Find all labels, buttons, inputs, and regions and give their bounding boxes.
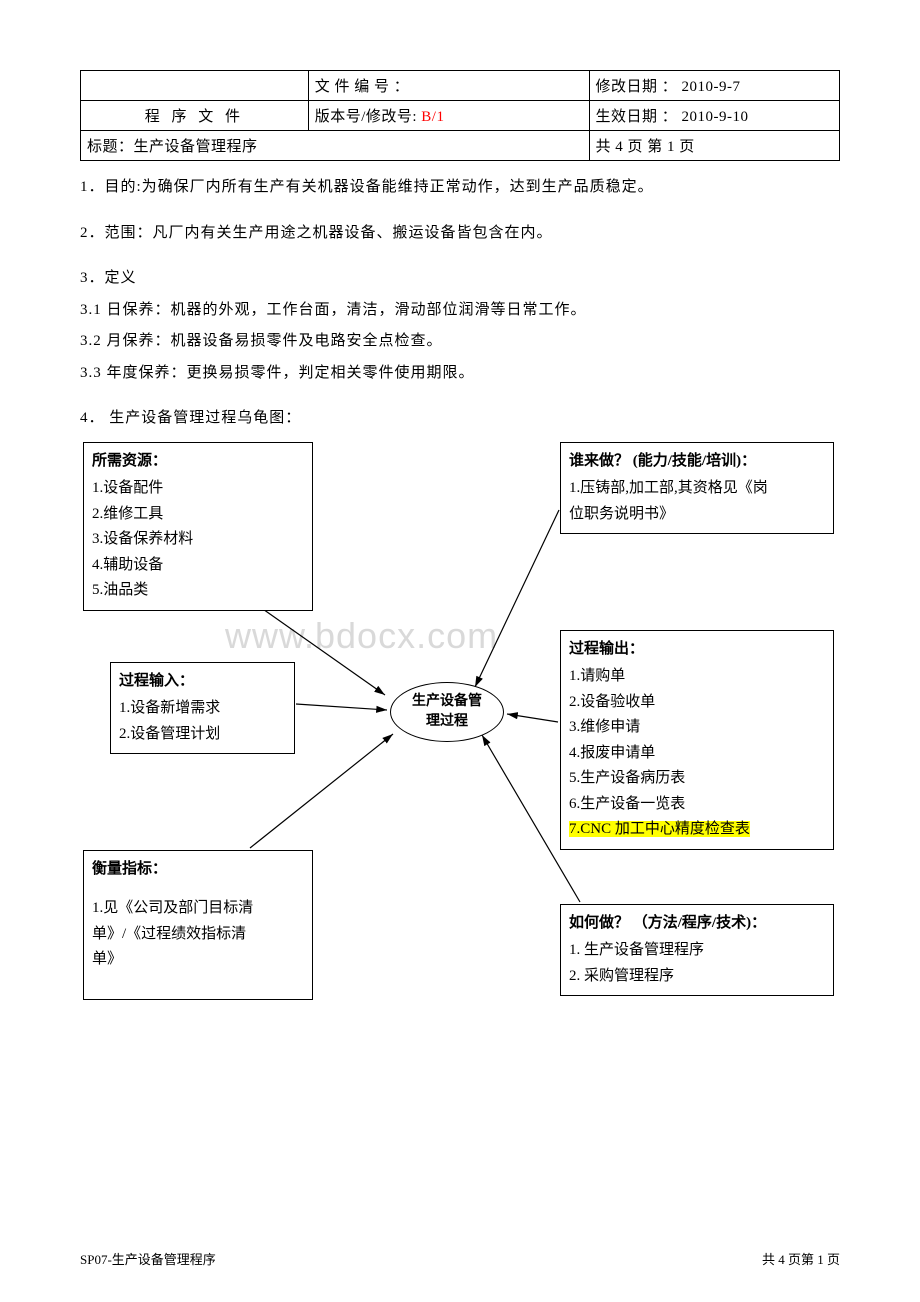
box-metric: 衡量指标： 1.见《公司及部门目标清 单》/《过程绩效指标清 单》 bbox=[83, 850, 313, 1000]
hdr-title: 标题：生产设备管理程序 bbox=[81, 131, 590, 161]
rev-date-value: 2010-9-7 bbox=[682, 79, 741, 95]
hdr-r1c3: 修改日期 ： 2010-9-7 bbox=[589, 71, 839, 101]
hdr-r2c1: 程 序 文 件 bbox=[81, 101, 309, 131]
box-item: 3.维修申请 bbox=[569, 715, 825, 741]
box-title: 谁来做？ (能力/技能/培训)： bbox=[569, 449, 825, 475]
version-label: 版本号/修改号: bbox=[315, 109, 422, 125]
box-title: 衡量指标： bbox=[92, 857, 304, 883]
para-scope: 2．范围：凡厂内有关生产用途之机器设备、搬运设备皆包含在内。 bbox=[80, 221, 840, 247]
para-def-head: 3．定义 bbox=[80, 266, 840, 292]
box-item: 单》/《过程绩效指标清 bbox=[92, 922, 304, 948]
page-footer: SP07-生产设备管理程序 共 4 页第 1 页 bbox=[80, 1249, 840, 1268]
box-item: 1.请购单 bbox=[569, 664, 825, 690]
box-input: 过程输入：1.设备新增需求2.设备管理计划 bbox=[110, 662, 295, 755]
box-item: 5.生产设备病历表 bbox=[569, 766, 825, 792]
box-resources: 所需资源：1.设备配件2.维修工具3.设备保养材料4.辅助设备5.油品类 bbox=[83, 442, 313, 611]
rev-date-label: 修改日期 ： bbox=[596, 79, 678, 95]
box-title: 所需资源： bbox=[92, 449, 304, 475]
document-page: www.bdocx.com 文 件 编 号 ： 修改日期 ： 2010-9-7 … bbox=[0, 0, 920, 1302]
box-item: 1.见《公司及部门目标清 bbox=[92, 896, 304, 922]
box-item: 2.设备验收单 bbox=[569, 690, 825, 716]
body-text: 1．目的:为确保厂内所有生产有关机器设备能维持正常动作，达到生产品质稳定。 2．… bbox=[80, 175, 840, 432]
box-item: 5.油品类 bbox=[92, 578, 304, 604]
footer-left: SP07-生产设备管理程序 bbox=[80, 1249, 216, 1268]
box-how: 如何做？ （方法/程序/技术)：1. 生产设备管理程序2. 采购管理程序 bbox=[560, 904, 834, 997]
box-item: 2.设备管理计划 bbox=[119, 722, 286, 748]
document-header-table: 文 件 编 号 ： 修改日期 ： 2010-9-7 程 序 文 件 版本号/修改… bbox=[80, 70, 840, 161]
hdr-r1c2: 文 件 编 号 ： bbox=[308, 71, 589, 101]
center-node: 生产设备管 理过程 bbox=[390, 682, 504, 742]
box-title: 过程输出： bbox=[569, 637, 825, 663]
box-title: 如何做？ （方法/程序/技术)： bbox=[569, 911, 825, 937]
doc-number-label: 文 件 编 号 ： bbox=[315, 79, 410, 95]
eff-date-value: 2010-9-10 bbox=[682, 109, 749, 125]
box-item: 1.设备配件 bbox=[92, 476, 304, 502]
hdr-r2c3: 生效日期 ： 2010-9-10 bbox=[589, 101, 839, 131]
para-def-3: 3.3 年度保养：更换易损零件，判定相关零件使用期限。 bbox=[80, 361, 840, 387]
box-item: 1.设备新增需求 bbox=[119, 696, 286, 722]
box-item-highlight: 7.CNC 加工中心精度检查表 bbox=[569, 817, 825, 843]
center-l2: 理过程 bbox=[412, 712, 482, 732]
box-item: 3.设备保养材料 bbox=[92, 527, 304, 553]
eff-date-label: 生效日期 ： bbox=[596, 109, 678, 125]
hdr-r2c2: 版本号/修改号: B/1 bbox=[308, 101, 589, 131]
footer-right: 共 4 页第 1 页 bbox=[762, 1249, 840, 1268]
box-item: 1. 生产设备管理程序 bbox=[569, 938, 825, 964]
box-item: 4.辅助设备 bbox=[92, 553, 304, 579]
box-who: 谁来做？ (能力/技能/培训)：1.压铸部,加工部,其资格见《岗 位职务说明书》 bbox=[560, 442, 834, 535]
box-item: 1.压铸部,加工部,其资格见《岗 bbox=[569, 476, 825, 502]
hdr-pages: 共 4 页 第 1 页 bbox=[589, 131, 839, 161]
para-turtle-head: 4． 生产设备管理过程乌龟图： bbox=[80, 406, 840, 432]
para-def-1: 3.1 日保养：机器的外观，工作台面，清洁，滑动部位润滑等日常工作。 bbox=[80, 298, 840, 324]
turtle-diagram: 所需资源：1.设备配件2.维修工具3.设备保养材料4.辅助设备5.油品类 谁来做… bbox=[80, 442, 840, 1042]
box-item: 6.生产设备一览表 bbox=[569, 792, 825, 818]
box-item: 位职务说明书》 bbox=[569, 502, 825, 528]
box-item: 4.报废申请单 bbox=[569, 741, 825, 767]
version-value: B/1 bbox=[421, 109, 444, 125]
box-title: 过程输入： bbox=[119, 669, 286, 695]
para-def-2: 3.2 月保养：机器设备易损零件及电路安全点检查。 bbox=[80, 329, 840, 355]
box-item: 2. 采购管理程序 bbox=[569, 964, 825, 990]
box-output: 过程输出：1.请购单2.设备验收单3.维修申请4.报废申请单5.生产设备病历表6… bbox=[560, 630, 834, 850]
box-item: 单》 bbox=[92, 947, 304, 973]
center-l1: 生产设备管 bbox=[412, 692, 482, 712]
para-purpose: 1．目的:为确保厂内所有生产有关机器设备能维持正常动作，达到生产品质稳定。 bbox=[80, 175, 840, 201]
box-item: 2.维修工具 bbox=[92, 502, 304, 528]
hdr-r1c1 bbox=[81, 71, 309, 101]
